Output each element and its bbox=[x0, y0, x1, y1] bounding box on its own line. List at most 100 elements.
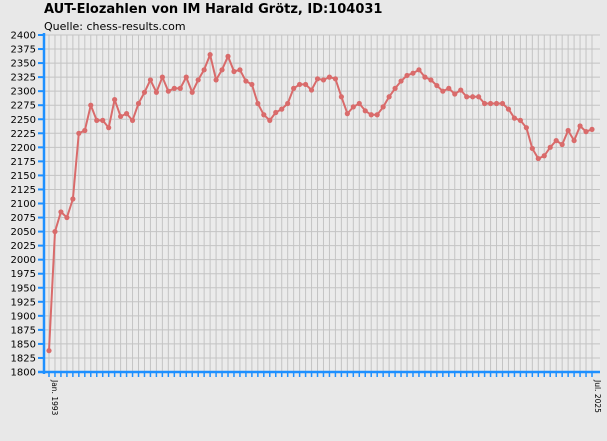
data-point bbox=[183, 74, 189, 80]
y-tick-label: 1875 bbox=[11, 325, 36, 336]
y-tick-label: 1850 bbox=[11, 339, 36, 350]
x-tick-label-last: Jul. 2025 bbox=[593, 379, 602, 413]
data-point bbox=[302, 81, 309, 88]
y-tick-label: 2125 bbox=[11, 185, 36, 196]
data-point bbox=[123, 111, 130, 117]
data-point bbox=[285, 100, 291, 107]
y-tick-label: 1800 bbox=[11, 368, 36, 379]
data-point bbox=[46, 348, 52, 354]
y-tick-label: 2000 bbox=[11, 255, 36, 266]
data-point bbox=[446, 85, 452, 91]
data-point bbox=[332, 76, 339, 82]
data-point bbox=[94, 117, 100, 123]
y-tick-label: 2275 bbox=[11, 101, 36, 112]
data-point bbox=[416, 67, 422, 73]
data-point bbox=[308, 87, 315, 93]
data-point bbox=[243, 78, 249, 84]
data-point bbox=[404, 72, 410, 79]
data-point bbox=[225, 53, 231, 59]
data-point bbox=[106, 125, 112, 131]
data-point bbox=[88, 102, 94, 108]
data-point bbox=[386, 94, 392, 100]
data-point bbox=[273, 109, 279, 116]
data-point bbox=[219, 67, 225, 73]
data-point bbox=[571, 137, 577, 144]
y-tick-label: 2050 bbox=[11, 227, 36, 238]
y-tick-label: 2150 bbox=[11, 171, 36, 182]
data-point bbox=[165, 88, 171, 94]
data-point bbox=[129, 117, 136, 123]
data-point bbox=[207, 52, 213, 58]
data-point bbox=[499, 100, 506, 107]
data-point bbox=[70, 196, 76, 202]
y-tick-label: 1900 bbox=[11, 311, 36, 322]
data-point bbox=[541, 153, 547, 159]
data-point bbox=[374, 112, 380, 118]
data-point bbox=[470, 94, 476, 100]
y-tick-label: 2250 bbox=[11, 115, 36, 126]
y-tick-label: 1925 bbox=[11, 297, 36, 308]
data-point bbox=[356, 100, 362, 107]
data-point bbox=[255, 100, 261, 107]
data-point bbox=[213, 77, 219, 83]
y-tick-label: 2075 bbox=[11, 213, 36, 224]
data-point bbox=[368, 112, 374, 118]
data-point bbox=[141, 89, 148, 95]
y-tick-label: 2325 bbox=[11, 73, 36, 84]
data-point bbox=[326, 74, 333, 80]
data-point bbox=[517, 117, 523, 123]
data-point bbox=[565, 127, 571, 134]
data-point bbox=[380, 104, 386, 110]
y-tick-label: 2100 bbox=[11, 199, 36, 210]
data-point bbox=[583, 129, 589, 135]
data-point bbox=[476, 94, 482, 100]
data-point bbox=[505, 106, 512, 112]
y-tick-label: 2225 bbox=[11, 129, 36, 140]
data-point bbox=[267, 117, 273, 123]
y-tick-label: 2175 bbox=[11, 157, 36, 168]
y-tick-label: 1975 bbox=[11, 269, 36, 280]
data-point bbox=[559, 141, 565, 148]
data-point bbox=[428, 77, 434, 83]
data-point bbox=[487, 100, 494, 107]
data-point bbox=[392, 85, 398, 91]
data-point bbox=[481, 100, 488, 107]
y-tick-label: 2400 bbox=[11, 31, 36, 42]
data-point bbox=[52, 228, 58, 235]
data-point bbox=[118, 113, 124, 120]
data-point bbox=[523, 125, 529, 131]
data-point bbox=[350, 104, 356, 110]
data-point bbox=[493, 100, 500, 107]
data-point bbox=[535, 155, 541, 162]
data-point bbox=[577, 123, 583, 129]
data-point bbox=[189, 89, 195, 95]
data-point bbox=[589, 126, 595, 132]
data-point bbox=[237, 67, 243, 73]
data-point bbox=[320, 77, 327, 83]
data-point bbox=[195, 77, 201, 83]
data-point bbox=[153, 89, 160, 95]
y-tick-label: 1950 bbox=[11, 283, 36, 294]
y-tick-label: 2025 bbox=[11, 241, 36, 252]
data-point bbox=[100, 117, 106, 123]
data-point bbox=[76, 130, 82, 136]
data-point bbox=[314, 76, 321, 82]
data-point bbox=[147, 77, 154, 83]
data-point bbox=[452, 91, 458, 97]
data-point bbox=[553, 137, 559, 144]
data-point bbox=[159, 74, 165, 80]
data-point bbox=[547, 144, 553, 150]
data-point bbox=[112, 96, 118, 103]
data-point bbox=[135, 100, 142, 107]
data-point bbox=[291, 85, 297, 91]
data-point bbox=[82, 127, 88, 134]
data-point bbox=[344, 111, 350, 117]
data-point bbox=[511, 115, 518, 121]
data-point bbox=[231, 68, 237, 75]
data-point bbox=[338, 94, 344, 100]
data-point bbox=[261, 112, 267, 118]
y-tick-label: 2350 bbox=[11, 59, 36, 70]
chart-title: AUT-Elozahlen von IM Harald Grötz, ID:10… bbox=[44, 2, 383, 17]
data-point bbox=[297, 81, 303, 88]
